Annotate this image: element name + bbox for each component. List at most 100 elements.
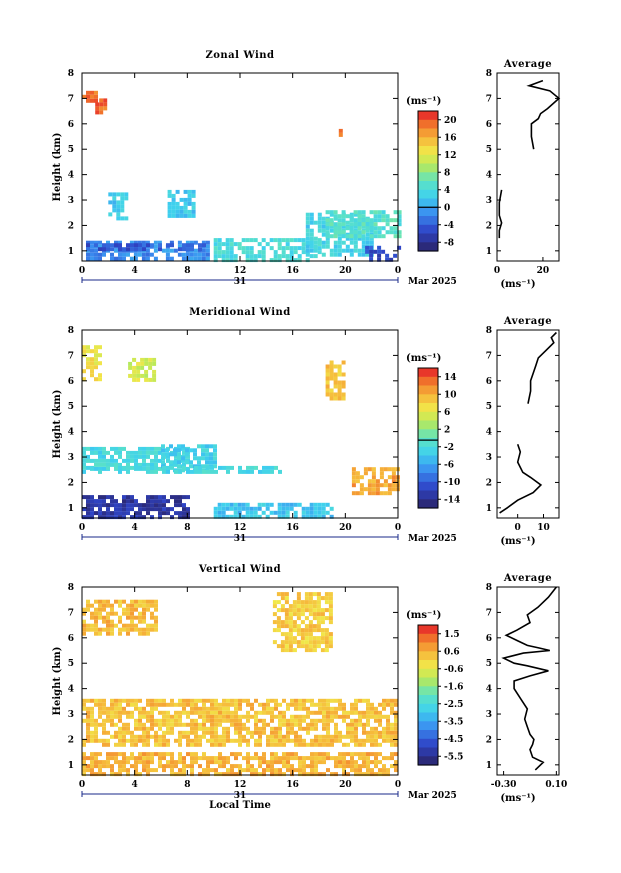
heatmap-cell <box>325 234 330 239</box>
heatmap-cell <box>206 738 210 743</box>
heatmap-cell <box>321 506 326 511</box>
heatmap-cell <box>241 246 246 251</box>
heatmap-cell <box>103 98 108 103</box>
heatmap-cell <box>274 768 278 773</box>
heatmap-cell <box>328 640 333 645</box>
heatmap-cell <box>242 722 246 727</box>
heatmap-cell <box>276 644 281 649</box>
heatmap-cell <box>112 200 117 205</box>
colorbar-tick-label: -14 <box>444 495 460 505</box>
heatmap-cell <box>270 706 274 711</box>
heatmap-cell <box>141 240 146 245</box>
heatmap-cell <box>304 644 309 649</box>
heatmap-cell <box>254 465 258 470</box>
heatmap-cell <box>162 714 166 719</box>
heatmap-cell <box>276 620 281 625</box>
colorbar-tick-label: -1.6 <box>444 682 463 692</box>
heatmap-cell <box>349 236 354 241</box>
heatmap-cell <box>153 248 158 253</box>
heatmap-cell <box>126 462 130 467</box>
heatmap-cell <box>254 718 258 723</box>
heatmap-cell <box>118 252 122 257</box>
profile-line <box>499 444 543 514</box>
heatmap-cell <box>316 604 321 609</box>
heatmap-cell <box>284 636 289 641</box>
heatmap-cell <box>98 710 102 715</box>
heatmap-cell <box>354 698 358 703</box>
heatmap-cell <box>326 756 330 761</box>
heatmap-cell <box>222 702 226 707</box>
heatmap-cell <box>110 247 114 252</box>
heatmap-cell <box>249 514 254 519</box>
heatmap-cell <box>90 714 94 719</box>
profile-y-tick-label: 1 <box>486 761 492 771</box>
heatmap-cell <box>142 450 146 455</box>
heatmap-cell <box>354 730 358 735</box>
heatmap-cell <box>317 250 322 255</box>
heatmap-cell <box>310 772 314 777</box>
heatmap-cell <box>213 246 218 251</box>
heatmap-cell <box>365 226 370 231</box>
heatmap-cell <box>387 475 392 480</box>
heatmap-cell <box>94 623 98 628</box>
heatmap-cell <box>82 752 86 757</box>
heatmap-cell <box>325 364 330 369</box>
heatmap-cell <box>249 258 254 263</box>
heatmap-cell <box>270 730 274 735</box>
heatmap-cell <box>302 742 306 747</box>
heatmap-cell <box>94 256 98 261</box>
heatmap-cell <box>382 726 386 731</box>
heatmap-cell <box>296 640 301 645</box>
heatmap-cell <box>122 742 126 747</box>
heatmap-cell <box>282 764 286 769</box>
heatmap-cell <box>245 510 250 515</box>
heatmap-cell <box>337 230 342 235</box>
heatmap-cell <box>146 714 150 719</box>
heatmap-cell <box>222 760 226 765</box>
heatmap-cell <box>381 249 386 254</box>
profile-y-tick-label: 7 <box>486 608 492 618</box>
heatmap-cell <box>142 507 146 512</box>
heatmap-cell <box>357 236 362 241</box>
heatmap-cell <box>189 464 193 469</box>
heatmap-cell <box>166 722 170 727</box>
heatmap-cell <box>185 448 189 453</box>
heatmap-cell <box>145 248 150 253</box>
heatmap-cell <box>361 234 366 239</box>
heatmap-cell <box>165 252 170 257</box>
heatmap-cell <box>221 510 226 515</box>
heatmap-cell <box>358 722 362 727</box>
heatmap-cell <box>329 392 334 397</box>
heatmap-cell <box>314 760 318 765</box>
heatmap-cell <box>112 208 117 213</box>
heatmap-cell <box>293 238 298 243</box>
heatmap-cell <box>118 507 122 512</box>
heatmap-cell <box>325 380 330 385</box>
heatmap-cell <box>122 511 126 516</box>
heatmap-cell <box>90 718 94 723</box>
heatmap-cell <box>218 742 222 747</box>
heatmap-cell <box>346 730 350 735</box>
heatmap-cell <box>284 640 289 645</box>
heatmap-cell <box>217 246 222 251</box>
heatmap-cell <box>134 462 138 467</box>
heatmap-cell <box>357 248 362 253</box>
heatmap-cell <box>198 465 202 470</box>
heatmap-cell <box>261 258 266 263</box>
heatmap-cell <box>146 469 150 474</box>
heatmap-cell <box>278 756 282 761</box>
heatmap-cell <box>122 752 126 757</box>
heatmap-cell <box>369 236 374 241</box>
colorbar-band <box>418 730 438 740</box>
heatmap-cell <box>373 234 378 239</box>
heatmap-cell <box>114 734 118 739</box>
heatmap-cell <box>222 734 226 739</box>
heatmap-cell <box>179 213 184 218</box>
heatmap-cell <box>326 738 330 743</box>
heatmap-cell <box>158 718 162 723</box>
heatmap-cell <box>382 772 386 777</box>
heatmap-cell <box>366 764 370 769</box>
heatmap-cell <box>118 515 122 520</box>
heatmap-cell <box>278 742 282 747</box>
heatmap-cell <box>274 714 278 719</box>
